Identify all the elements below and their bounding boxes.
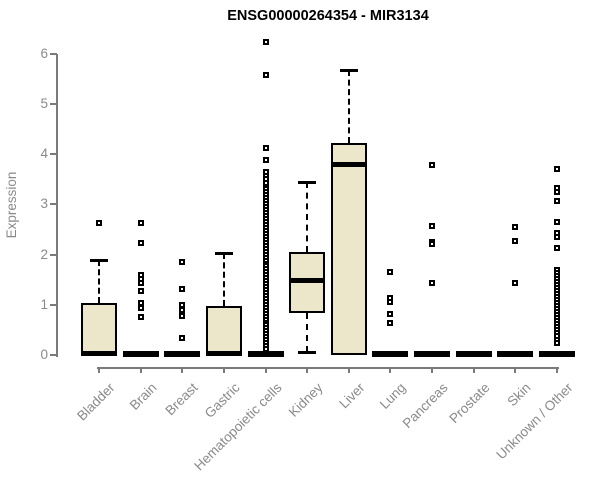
outlier-point-brain — [137, 288, 144, 295]
upper-whisker-liver — [347, 70, 350, 144]
outlier-point-lung — [387, 310, 394, 317]
collapsed-box-breast — [164, 351, 201, 357]
median-bladder — [81, 351, 117, 356]
upper-whisker-cap-gastric — [214, 251, 233, 255]
y-axis-tick — [50, 153, 57, 156]
chart-title: ENSG00000264354 - MIR3134 — [227, 8, 429, 24]
outlier-point-hematopoietic-cells — [262, 346, 269, 353]
outlier-point-breast — [179, 334, 186, 341]
box-liver — [330, 143, 367, 355]
outlier-point-pancreas — [429, 279, 436, 286]
upper-whisker-kidney — [306, 181, 309, 253]
upper-whisker-bladder — [98, 260, 100, 304]
outlier-point-skin — [512, 238, 519, 245]
outlier-point-hematopoietic-cells — [262, 157, 269, 164]
y-axis-tick — [50, 203, 57, 206]
collapsed-box-brain — [122, 351, 159, 357]
outlier-point-unknown-other — [554, 197, 561, 204]
x-axis-tick — [264, 367, 267, 373]
outlier-point-unknown-other — [554, 245, 561, 252]
outlier-point-bladder — [96, 220, 102, 227]
outlier-point-brain — [137, 313, 144, 320]
outlier-point-brain — [137, 280, 144, 287]
x-axis-tick — [389, 367, 392, 373]
median-kidney — [289, 277, 326, 283]
outlier-point-brain — [137, 299, 144, 306]
x-axis-tick — [431, 367, 434, 373]
collapsed-box-unknown-other — [539, 351, 576, 357]
x-axis-tick — [556, 367, 559, 373]
outlier-point-hematopoietic-cells — [262, 145, 269, 152]
y-axis-tick — [50, 303, 57, 306]
y-tick-label: 0 — [40, 347, 48, 362]
upper-whisker-cap-kidney — [298, 180, 317, 184]
outlier-point-hematopoietic-cells — [262, 39, 269, 46]
box-gastric — [205, 306, 242, 355]
y-tick-label: 1 — [40, 296, 48, 312]
outlier-point-brain — [137, 219, 144, 226]
collapsed-box-pancreas — [414, 351, 451, 357]
outlier-point-breast — [179, 306, 186, 313]
y-axis-tick — [50, 103, 57, 106]
median-gastric — [205, 351, 242, 356]
median-liver — [330, 161, 367, 167]
collapsed-box-hematopoietic-cells — [247, 351, 284, 357]
outlier-point-breast — [179, 258, 186, 265]
x-axis-tick — [98, 367, 100, 373]
outlier-point-lung — [387, 298, 394, 305]
outlier-point-hematopoietic-cells — [262, 71, 269, 78]
outlier-point-pancreas — [429, 223, 436, 230]
x-axis-tick — [139, 367, 142, 373]
outlier-point-brain — [137, 304, 144, 311]
y-tick-label: 5 — [40, 96, 48, 112]
outlier-point-unknown-other — [554, 234, 561, 241]
y-axis-tick — [50, 253, 57, 256]
outlier-point-pancreas — [429, 241, 436, 248]
outlier-point-breast — [179, 286, 186, 293]
y-tick-label: 2 — [40, 246, 48, 262]
collapsed-box-skin — [497, 351, 534, 357]
upper-whisker-gastric — [222, 252, 225, 307]
y-tick-label: 6 — [40, 45, 48, 61]
x-axis-tick — [347, 367, 350, 373]
outlier-point-breast — [179, 301, 186, 308]
y-axis-tick — [50, 52, 57, 55]
lower-whisker-kidney — [306, 312, 309, 353]
collapsed-box-prostate — [455, 351, 492, 357]
y-tick-label: 3 — [40, 196, 48, 212]
x-axis-tick — [181, 367, 184, 373]
upper-whisker-cap-liver — [339, 69, 358, 73]
y-tick-label: 4 — [40, 146, 48, 162]
collapsed-box-lung — [372, 351, 409, 357]
outlier-point-unknown-other — [554, 218, 561, 225]
x-axis-tick — [222, 367, 225, 373]
outlier-point-brain — [137, 239, 144, 246]
outlier-point-unknown-other — [554, 339, 561, 346]
y-axis-label: Expression — [4, 171, 19, 239]
x-axis-tick — [514, 367, 517, 373]
box-bladder — [81, 303, 117, 355]
outlier-point-breast — [179, 312, 186, 319]
y-axis-line — [56, 53, 58, 357]
y-axis-tick — [50, 354, 57, 356]
lower-whisker-cap-kidney — [298, 351, 317, 355]
outlier-point-unknown-other — [554, 188, 561, 195]
outlier-point-lung — [387, 268, 394, 275]
outlier-point-pancreas — [429, 161, 436, 168]
outlier-point-lung — [387, 319, 394, 326]
upper-whisker-cap-bladder — [90, 259, 108, 263]
outlier-point-skin — [512, 280, 519, 287]
x-axis-tick — [306, 367, 309, 373]
x-axis-line — [97, 367, 560, 369]
x-axis-tick — [472, 367, 475, 373]
outlier-point-skin — [512, 224, 519, 231]
outlier-point-unknown-other — [554, 166, 561, 173]
